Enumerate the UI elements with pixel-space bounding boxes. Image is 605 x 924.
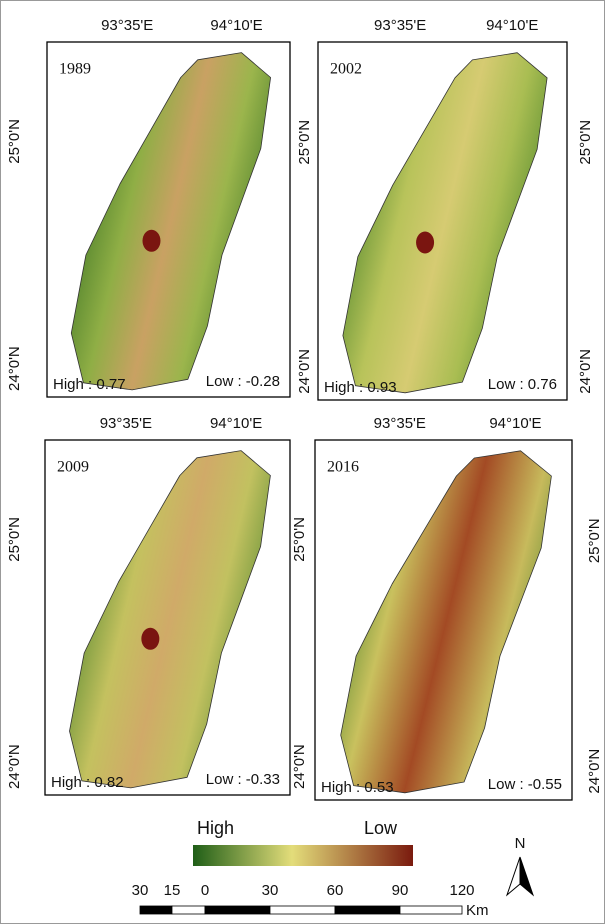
latitude-label: 24°0'N — [577, 349, 594, 394]
north-label: N — [515, 835, 526, 852]
legend-high: High — [197, 818, 234, 838]
north-arrow — [507, 857, 520, 895]
year-label: 1989 — [59, 61, 91, 78]
low-value: Low : -0.33 — [206, 771, 280, 788]
longitude-label: 93°35'E — [101, 17, 153, 34]
longitude-label: 93°35'E — [100, 415, 152, 432]
longitude-label: 94°10'E — [486, 17, 538, 34]
latitude-label: 24°0'N — [291, 744, 308, 789]
scale-label: 15 — [164, 882, 181, 899]
latitude-label: 25°0'N — [586, 518, 603, 563]
low-value: Low : -0.28 — [206, 373, 280, 390]
high-value: High : 0.93 — [324, 379, 397, 396]
urban-core — [416, 231, 434, 253]
scale-segment — [270, 906, 335, 914]
scale-unit: Km — [466, 902, 489, 919]
year-label: 2016 — [327, 459, 359, 476]
scale-label: 0 — [201, 882, 209, 899]
latitude-label: 25°0'N — [6, 119, 23, 164]
scale-label: 90 — [392, 882, 409, 899]
low-value: Low : 0.76 — [488, 376, 557, 393]
scale-label: 30 — [262, 882, 279, 899]
latitude-label: 25°0'N — [296, 120, 313, 165]
scale-segment — [400, 906, 462, 914]
scale-bar: 30 15 0 30 60 90 120 Km — [132, 882, 489, 919]
urban-core — [142, 230, 160, 252]
latitude-label: 25°0'N — [577, 120, 594, 165]
scale-segment — [172, 906, 205, 914]
legend-low: Low — [364, 818, 398, 838]
longitude-label: 93°35'E — [374, 415, 426, 432]
latitude-label: 24°0'N — [586, 749, 603, 794]
latitude-label: 24°0'N — [296, 349, 313, 394]
scale-segment — [140, 906, 172, 914]
longitude-label: 94°10'E — [210, 17, 262, 34]
legend-bar — [193, 845, 413, 866]
latitude-label: 25°0'N — [6, 517, 23, 562]
latitude-label: 25°0'N — [291, 517, 308, 562]
latitude-label: 24°0'N — [6, 346, 23, 391]
longitude-label: 93°35'E — [374, 17, 426, 34]
scale-label: 60 — [327, 882, 344, 899]
scale-label: 120 — [449, 882, 474, 899]
north-arrow — [520, 857, 533, 895]
year-label: 2002 — [330, 61, 362, 78]
scale-label: 30 — [132, 882, 149, 899]
high-value: High : 0.53 — [321, 779, 394, 796]
high-value: High : 0.77 — [53, 376, 126, 393]
high-value: High : 0.82 — [51, 774, 124, 791]
low-value: Low : -0.55 — [488, 776, 562, 793]
urban-core — [141, 628, 159, 650]
panels: 1989 93°35'E 94°10'E 25°0'N 24°0'N High : 0.7… — [6, 17, 603, 800]
latitude-label: 24°0'N — [6, 744, 23, 789]
scale-segment — [205, 906, 270, 914]
year-label: 2009 — [57, 459, 89, 476]
scale-segment — [335, 906, 400, 914]
longitude-label: 94°10'E — [210, 415, 262, 432]
longitude-label: 94°10'E — [489, 415, 541, 432]
figure: 1989 93°35'E 94°10'E 25°0'N 24°0'N High : 0.7… — [0, 0, 605, 924]
